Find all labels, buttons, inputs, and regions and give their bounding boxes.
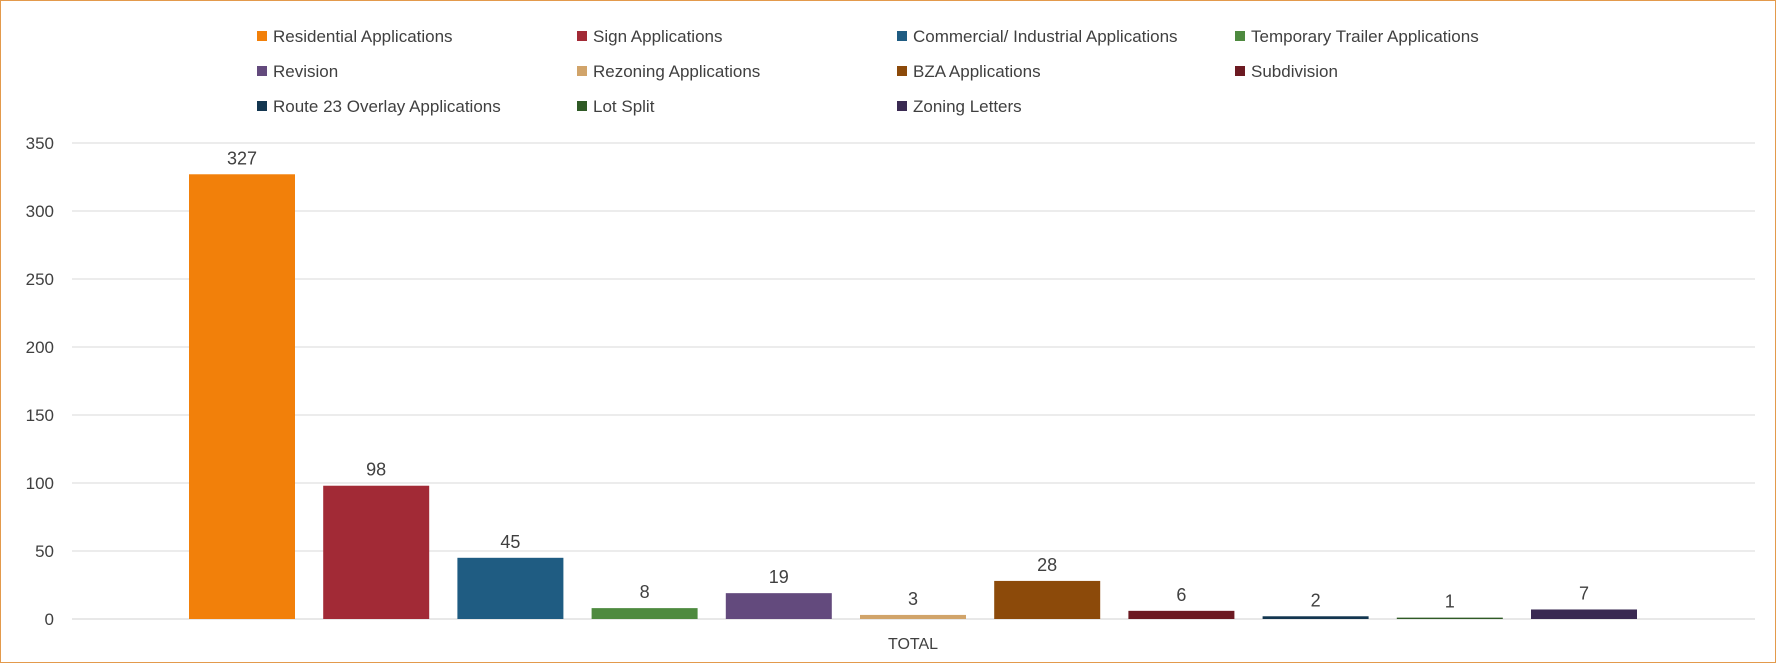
legend-item: Route 23 Overlay Applications: [257, 97, 501, 116]
legend-item: Lot Split: [577, 97, 655, 116]
bar: [591, 608, 698, 619]
data-label: 98: [366, 460, 386, 480]
legend-item: Rezoning Applications: [577, 62, 760, 81]
legend-swatch: [577, 101, 587, 111]
x-category-label: TOTAL: [888, 636, 938, 653]
legend: Residential Applications Sign Application…: [257, 27, 1479, 116]
data-label: 3: [908, 589, 918, 609]
legend-item: Subdivision: [1235, 62, 1338, 81]
legend-swatch: [577, 66, 587, 76]
bar: [457, 557, 564, 619]
legend-label: BZA Applications: [913, 62, 1041, 81]
data-label: 8: [640, 582, 650, 602]
y-tick-label: 150: [26, 406, 54, 425]
legend-item: Residential Applications: [257, 27, 453, 46]
legend-swatch: [1235, 31, 1245, 41]
legend-item: Sign Applications: [577, 27, 722, 46]
legend-item: Revision: [257, 62, 338, 81]
legend-label: Revision: [273, 62, 338, 81]
bar: [994, 580, 1101, 619]
y-tick-label: 300: [26, 202, 54, 221]
legend-label: Sign Applications: [593, 27, 722, 46]
data-label: 2: [1311, 590, 1321, 610]
bar: [1262, 616, 1369, 619]
legend-label: Zoning Letters: [913, 97, 1022, 116]
y-tick-label: 100: [26, 474, 54, 493]
legend-swatch: [257, 31, 267, 41]
y-tick-label: 350: [26, 134, 54, 153]
data-labels: 327 98 45 8 19 3 28 6 2 1 7: [227, 148, 1589, 611]
x-axis: TOTAL: [888, 636, 938, 653]
legend-item: Commercial/ Industrial Applications: [897, 27, 1178, 46]
legend-item: BZA Applications: [897, 62, 1041, 81]
legend-swatch: [897, 101, 907, 111]
legend-item: Temporary Trailer Applications: [1235, 27, 1479, 46]
bar: [1531, 609, 1637, 619]
legend-label: Residential Applications: [273, 27, 453, 46]
data-label: 1: [1445, 592, 1455, 612]
legend-label: Temporary Trailer Applications: [1251, 27, 1479, 46]
y-tick-label: 250: [26, 270, 54, 289]
bar: [189, 174, 295, 619]
bar: [1396, 617, 1503, 619]
bar: [725, 593, 832, 619]
y-axis: 0 50 100 150 200 250 300 350: [26, 134, 54, 629]
legend-swatch: [897, 31, 907, 41]
data-label: 327: [227, 148, 257, 168]
legend-item: Zoning Letters: [897, 97, 1022, 116]
legend-swatch: [257, 101, 267, 111]
data-label: 7: [1579, 583, 1589, 603]
legend-label: Subdivision: [1251, 62, 1338, 81]
data-label: 6: [1176, 585, 1186, 605]
legend-label: Route 23 Overlay Applications: [273, 97, 501, 116]
legend-swatch: [257, 66, 267, 76]
legend-label: Commercial/ Industrial Applications: [913, 27, 1178, 46]
legend-swatch: [897, 66, 907, 76]
bar: [323, 485, 430, 619]
data-label: 45: [500, 532, 520, 552]
bar: [1128, 610, 1235, 619]
bars: [189, 174, 1637, 619]
bar: [860, 614, 966, 619]
legend-swatch: [577, 31, 587, 41]
legend-swatch: [1235, 66, 1245, 76]
data-label: 19: [769, 567, 789, 587]
data-label: 28: [1037, 555, 1057, 575]
legend-label: Rezoning Applications: [593, 62, 760, 81]
y-tick-label: 50: [35, 542, 54, 561]
legend-label: Lot Split: [593, 97, 655, 116]
y-tick-label: 200: [26, 338, 54, 357]
y-tick-label: 0: [45, 610, 54, 629]
